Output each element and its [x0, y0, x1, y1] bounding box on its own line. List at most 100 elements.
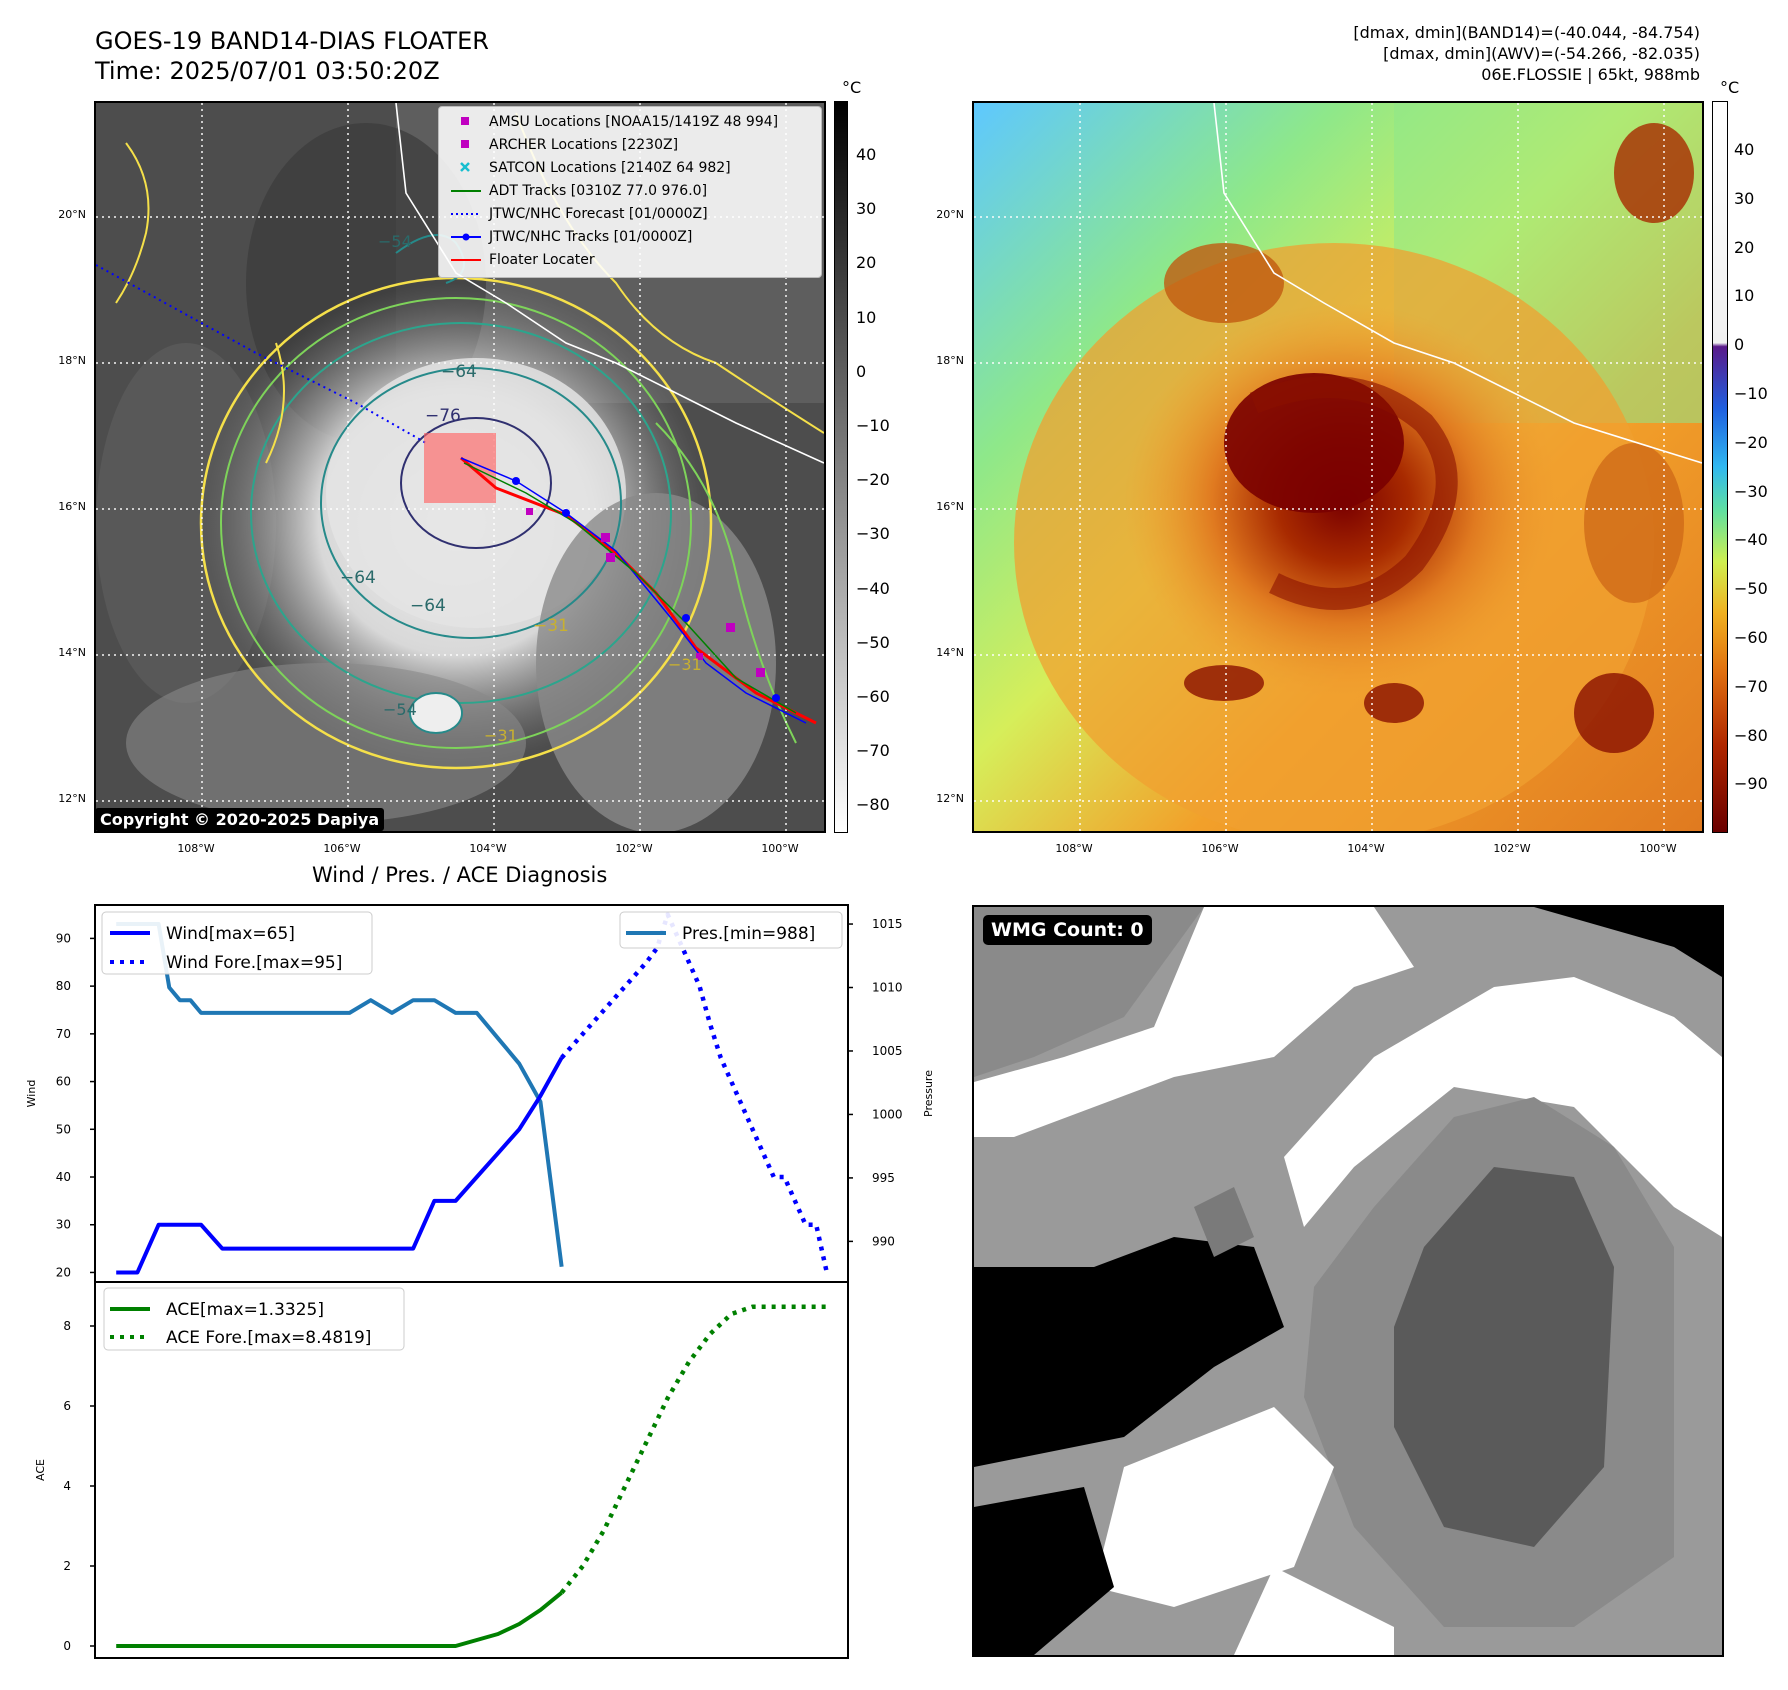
- legend-label: JTWC/NHC Forecast [01/0000Z]: [489, 206, 708, 222]
- diagnosis-chart: 20 30 40 50 60 70 80 90 990 995 1000 1005 1010 1015 0 2…: [25, 904, 935, 1659]
- y2-tick-label: 1005: [872, 1044, 903, 1058]
- colorbar-tick: −10: [856, 416, 890, 435]
- contour-label: −64: [441, 362, 477, 382]
- chart-time: Time: 2025/07/01 03:50:20Z: [95, 57, 440, 85]
- legend-label: ADT Tracks [0310Z 77.0 976.0]: [489, 183, 708, 199]
- y2-tick-label: 1010: [872, 981, 903, 995]
- pressure-axis-label: Pressure: [922, 1070, 935, 1117]
- colorbar-tick: −70: [856, 741, 890, 761]
- legend-entry-ace-forecast: ACE Fore.[max=8.4819]: [166, 1328, 371, 1348]
- y2-tick-label: 1015: [872, 917, 903, 931]
- y-tick-label: 4: [63, 1479, 71, 1493]
- lat-label: 18°N: [58, 354, 86, 367]
- legend-label: SATCON Locations [2140Z 64 982]: [489, 160, 731, 176]
- y-tick-label: 50: [56, 1122, 71, 1136]
- y2-tick-label: 995: [872, 1171, 895, 1185]
- lon-label: 100°W: [1639, 842, 1677, 855]
- legend-label: ARCHER Locations [2230Z]: [489, 137, 679, 153]
- legend-entry-wind-forecast: Wind Fore.[max=95]: [166, 953, 342, 973]
- ace-axis-label: ACE: [34, 1459, 47, 1481]
- colorbar-tick: −90: [1734, 774, 1768, 794]
- ace-legend: [103, 1287, 405, 1351]
- line-dot-icon: [447, 226, 481, 248]
- lon-label: 102°W: [1493, 842, 1531, 855]
- y-tick-label: 30: [56, 1218, 71, 1232]
- awv-map: [972, 101, 1704, 833]
- line-icon: [447, 180, 481, 202]
- lon-label: 100°W: [761, 842, 799, 855]
- colorbar-tick: 20: [856, 253, 877, 273]
- lon-label: 106°W: [323, 842, 361, 855]
- y-tick-label: 20: [56, 1265, 71, 1279]
- lat-label: 14°N: [936, 646, 964, 659]
- legend-label: Floater Locater: [489, 252, 595, 268]
- lon-label: 108°W: [1055, 842, 1093, 855]
- awv-colorbar: [1712, 101, 1728, 833]
- info-awv: [dmax, dmin](AWV)=(-54.266, -82.035): [1383, 44, 1700, 63]
- y-tick-label: 80: [56, 979, 71, 993]
- wmg-image: [974, 907, 1722, 1655]
- lat-label: 20°N: [936, 208, 964, 221]
- lat-label: 12°N: [936, 792, 964, 805]
- colorbar-tick: −20: [1734, 432, 1768, 452]
- colorbar-tick: 10: [1734, 286, 1755, 306]
- colorbar-tick: −10: [1734, 384, 1768, 403]
- wind-axis-label: Wind: [25, 1080, 38, 1108]
- lat-label: 18°N: [936, 354, 964, 367]
- contour-label: −31: [533, 616, 569, 636]
- lon-label: 108°W: [177, 842, 215, 855]
- colorbar-tick: −50: [856, 632, 890, 652]
- contour-label: −64: [410, 596, 446, 616]
- square-marker-icon: [447, 134, 475, 156]
- lon-label: 106°W: [1201, 842, 1239, 855]
- info-band14: [dmax, dmin](BAND14)=(-40.044, -84.754): [1353, 23, 1700, 42]
- pressure-series-line: [116, 922, 564, 1268]
- lat-label: 14°N: [58, 646, 86, 659]
- contour-label: −76: [425, 406, 461, 426]
- chart-title: GOES-19 BAND14-DIAS FLOATER: [95, 27, 489, 55]
- contour-label: −54: [383, 700, 417, 719]
- legend-label: AMSU Locations [NOAA15/1419Z 48 994]: [489, 114, 779, 130]
- pressure-legend: [619, 911, 843, 949]
- contour-label: −31: [484, 726, 518, 745]
- lat-label: 20°N: [58, 208, 86, 221]
- y-tick-label: 70: [56, 1027, 71, 1041]
- colorbar-tick: 0: [856, 361, 867, 381]
- square-marker-icon: [447, 111, 475, 133]
- colorbar-tick: 20: [1734, 237, 1755, 257]
- colorbar-tick: −70: [1734, 676, 1768, 696]
- legend-label: JTWC/NHC Tracks [01/0000Z]: [489, 229, 693, 245]
- ace-series-line: [116, 1591, 563, 1648]
- colorbar-tick: −40: [856, 578, 890, 598]
- colorbar-tick: 0: [1734, 335, 1745, 355]
- colorbar-tick: −40: [1734, 530, 1768, 550]
- legend-entry-ace: ACE[max=1.3325]: [166, 1300, 324, 1320]
- y-tick-label: 40: [56, 1170, 71, 1184]
- colorbar-unit: °C: [842, 78, 862, 97]
- legend-entry-wind: Wind[max=65]: [166, 924, 295, 944]
- lon-label: 104°W: [1347, 842, 1385, 855]
- y-tick-label: 0: [63, 1639, 71, 1653]
- lat-label: 12°N: [58, 792, 86, 805]
- contour-label: −31: [668, 655, 702, 674]
- x-marker-icon: [447, 157, 475, 179]
- wind-forecast-series-line: [559, 912, 829, 1273]
- diagnosis-title: Wind / Pres. / ACE Diagnosis: [312, 863, 608, 887]
- dotted-line-icon: [447, 203, 481, 225]
- colorbar-tick: 40: [856, 145, 877, 164]
- wmg-panel: [972, 905, 1724, 1657]
- info-storm: 06E.FLOSSIE | 65kt, 988mb: [1481, 65, 1700, 84]
- lat-label: 16°N: [936, 500, 964, 513]
- wind-legend: [101, 911, 373, 975]
- colorbar-tick: −30: [1734, 481, 1768, 501]
- contour-label: −64: [340, 568, 376, 588]
- band14-colorbar: [834, 101, 848, 833]
- track-legend: AMSU Locations [NOAA15/1419Z 48 994] ARC…: [438, 106, 822, 278]
- line-icon: [447, 249, 481, 271]
- wmg-count-badge: WMG Count: 0: [983, 915, 1152, 945]
- colorbar-tick: 30: [1734, 188, 1755, 208]
- colorbar-tick: 10: [856, 307, 877, 327]
- lon-label: 102°W: [615, 842, 653, 855]
- ace-forecast-series-line: [559, 1304, 827, 1595]
- lon-label: 104°W: [469, 842, 507, 855]
